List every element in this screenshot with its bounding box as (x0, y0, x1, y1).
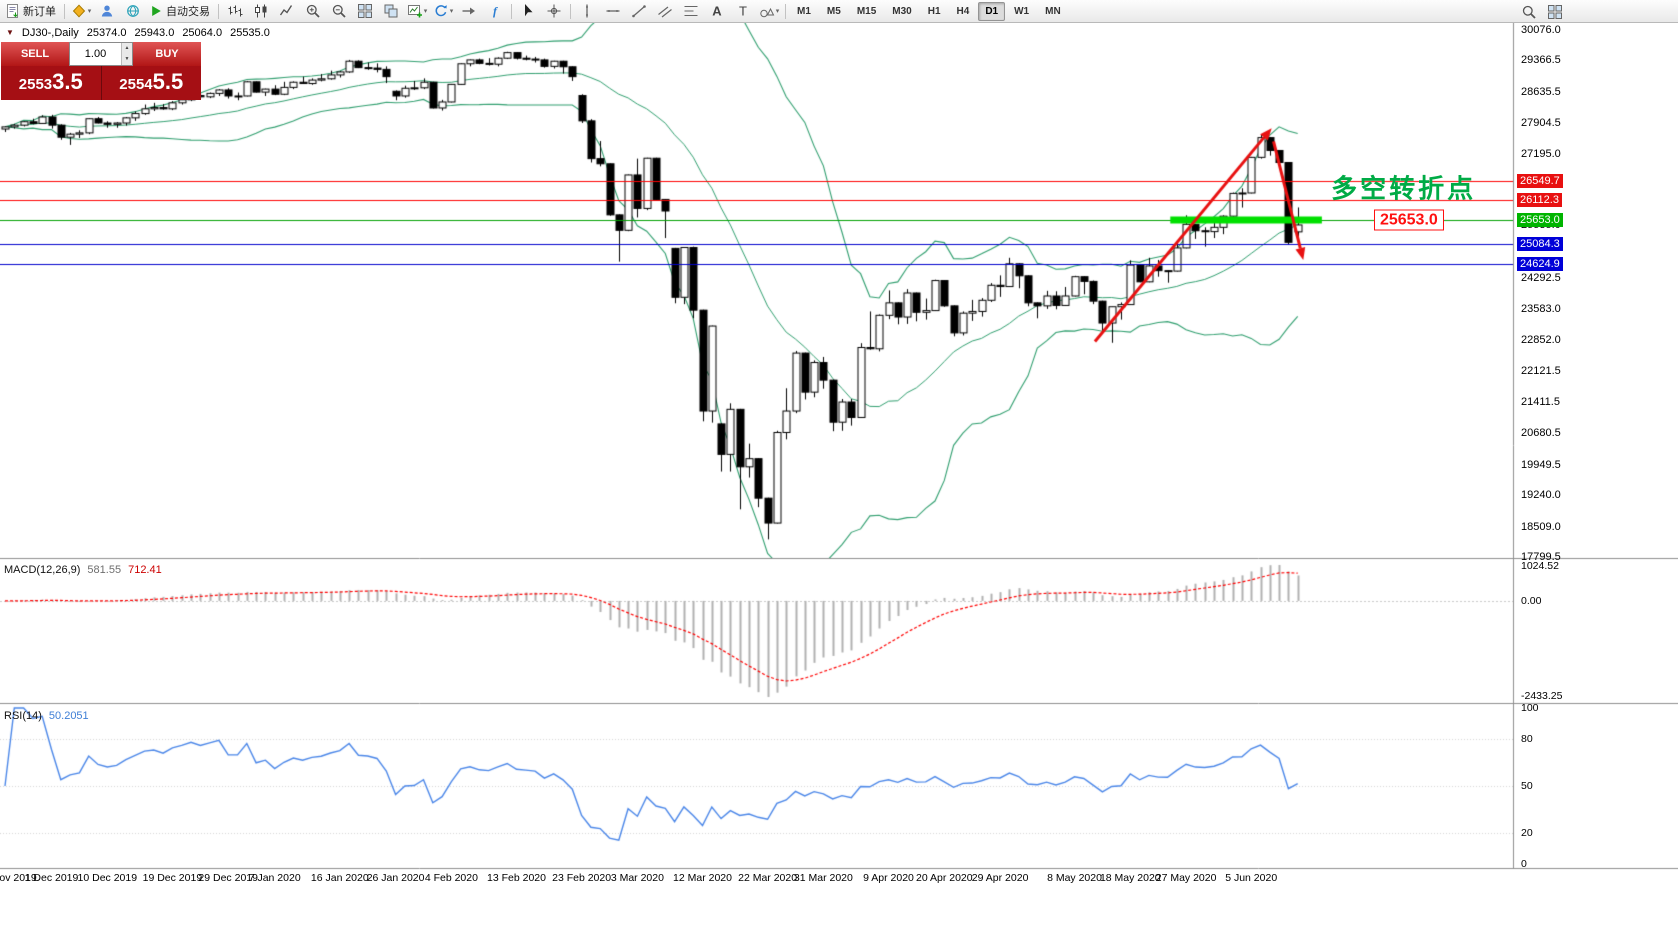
svg-text:f: f (493, 4, 498, 18)
timeframe-h4-button[interactable]: H4 (956, 5, 970, 17)
chart-window: ▼ DJ30-,Daily 25374.0 25943.0 25064.0 25… (0, 23, 1678, 951)
vline-icon (579, 3, 595, 19)
tile-icon (1547, 4, 1563, 20)
timeframe-h1-button[interactable]: H1 (927, 5, 941, 17)
fx-icon: f (487, 3, 503, 19)
svg-text:T: T (739, 4, 747, 19)
text-label-button[interactable]: T (730, 0, 756, 22)
vertical-line-button[interactable] (574, 0, 600, 22)
new-order-button[interactable]: 新订单 (3, 0, 61, 22)
search-button[interactable] (1516, 1, 1542, 23)
play-icon (148, 3, 164, 19)
cascade-windows-button[interactable] (378, 0, 404, 22)
equidistant-channel-button[interactable] (652, 0, 678, 22)
zoom-out-icon (331, 3, 347, 19)
svg-text:A: A (712, 4, 722, 19)
new-order-icon (5, 3, 21, 19)
indicator-list-button[interactable]: f (482, 0, 508, 22)
linechart-icon (279, 3, 295, 19)
text-button[interactable]: A (704, 0, 730, 22)
channel-icon (657, 3, 673, 19)
trendline-button[interactable] (626, 0, 652, 22)
hline-icon (605, 3, 621, 19)
timeframe-m30-button[interactable]: M30 (892, 5, 912, 17)
trendline-icon (631, 3, 647, 19)
profiles-button[interactable]: ▾ (68, 0, 94, 22)
window-list-button[interactable] (1542, 1, 1568, 23)
fibo-icon (683, 3, 699, 19)
chevron-down-icon: ▾ (423, 8, 428, 15)
shapes-icon (759, 3, 775, 19)
chevron-down-icon: ▾ (87, 8, 92, 15)
timeframe-d1-button[interactable]: D1 (978, 1, 1006, 21)
shapes-button[interactable]: ▾ (756, 0, 782, 22)
zoom-out-button[interactable] (326, 0, 352, 22)
bars-chart-button[interactable] (222, 0, 248, 22)
cascade-icon (383, 3, 399, 19)
chevron-down-icon: ▾ (449, 8, 454, 15)
profiles-icon (71, 3, 87, 19)
zoom-in-icon (305, 3, 321, 19)
cycle-icon (433, 3, 449, 19)
textT-icon: T (735, 3, 751, 19)
accounts-button[interactable] (94, 0, 120, 22)
toolbar-separator (785, 3, 786, 19)
community-button[interactable] (120, 0, 146, 22)
chart-shift-button[interactable] (456, 0, 482, 22)
timeframe-m1-button[interactable]: M1 (797, 5, 811, 17)
newchart-icon (407, 3, 423, 19)
magnifier-icon (1521, 4, 1537, 20)
new-order-label: 新订单 (23, 6, 56, 18)
zoom-in-button[interactable] (300, 0, 326, 22)
crosshair-icon (546, 3, 562, 19)
toolbar-separator (64, 3, 65, 19)
toolbar-separator (511, 3, 512, 19)
toolbar: 新订单 ▾ 自动交易 ▾ ▾ f A T ▾ M1 M5 M15 M30 H1 H4 D1 W1 MN (0, 0, 1678, 23)
timeframe-mn-button[interactable]: MN (1045, 5, 1061, 17)
candlestick-chart-button[interactable] (248, 0, 274, 22)
person-icon (99, 3, 115, 19)
cursor-icon (520, 3, 536, 19)
autotrading-button[interactable]: 自动交易 (146, 0, 215, 22)
textA-icon: A (709, 3, 725, 19)
crosshair-button[interactable] (541, 0, 567, 22)
auto-scroll-button[interactable]: ▾ (430, 0, 456, 22)
horizontal-line-button[interactable] (600, 0, 626, 22)
shift-icon (461, 3, 477, 19)
globe-icon (125, 3, 141, 19)
new-chart-button[interactable]: ▾ (404, 0, 430, 22)
chevron-down-icon: ▾ (775, 8, 780, 15)
toolbar-separator (218, 3, 219, 19)
chart-canvas[interactable] (0, 23, 1678, 951)
line-chart-button[interactable] (274, 0, 300, 22)
timeframe-m15-button[interactable]: M15 (856, 5, 877, 17)
tile-windows-button[interactable] (352, 0, 378, 22)
cursor-button[interactable] (515, 0, 541, 22)
fibonacci-button[interactable] (678, 0, 704, 22)
bars-icon (227, 3, 243, 19)
timeframe-w1-button[interactable]: W1 (1014, 5, 1030, 17)
autotrading-label: 自动交易 (166, 6, 210, 18)
tile-icon (357, 3, 373, 19)
toolbar-separator (570, 3, 571, 19)
toolbar-right-group (1516, 1, 1568, 23)
candles-icon (253, 3, 269, 19)
timeframe-m5-button[interactable]: M5 (826, 5, 841, 17)
